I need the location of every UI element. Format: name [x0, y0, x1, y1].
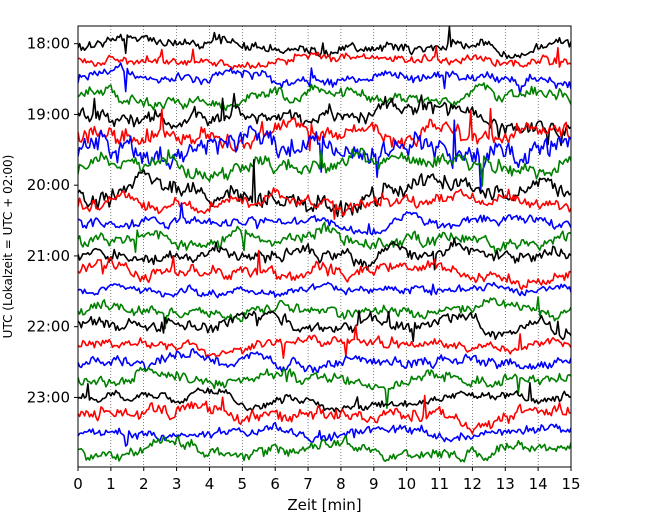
trace-10	[78, 202, 571, 236]
y-tick-label-2000: 20:00	[27, 176, 70, 194]
trace-23	[78, 434, 571, 463]
trace-15	[78, 296, 571, 330]
x-tick-label-10: 10	[397, 475, 416, 493]
y-tick-label-1800: 18:00	[27, 35, 70, 53]
trace-13	[78, 249, 571, 291]
trace-0	[78, 26, 571, 60]
trace-21	[78, 394, 571, 435]
y-tick-label-2200: 22:00	[27, 318, 70, 336]
y-tick-label-2100: 21:00	[27, 247, 70, 265]
y-tick-label-1900: 19:00	[27, 105, 70, 123]
x-tick-label-5: 5	[238, 475, 248, 493]
plot-frame	[77, 25, 572, 468]
x-axis-label: Zeit [min]	[287, 496, 361, 514]
trace-20	[78, 382, 571, 414]
trace-4	[78, 92, 571, 147]
x-tick-label-13: 13	[496, 475, 515, 493]
trace-19	[78, 366, 571, 409]
y-tick-label-2300: 23:00	[27, 388, 70, 406]
x-tick-label-8: 8	[336, 475, 346, 493]
x-tick-label-6: 6	[270, 475, 280, 493]
trace-9	[78, 187, 571, 220]
y-axis-ticks: 18:00 19:00 20:00 21:00 22:00 23:00	[27, 35, 78, 406]
trace-16	[78, 309, 571, 342]
x-tick-label-9: 9	[369, 475, 379, 493]
seismic-traces	[78, 26, 571, 463]
trace-2	[78, 62, 571, 95]
trace-3	[78, 82, 571, 112]
trace-1	[78, 46, 571, 70]
trace-17	[78, 324, 571, 359]
x-tick-label-3: 3	[172, 475, 182, 493]
trace-12	[78, 237, 571, 271]
trace-8	[78, 159, 571, 218]
trace-5	[78, 107, 571, 152]
y-axis-label: UTC (Lokalzeit = UTC + 02:00)	[1, 155, 15, 339]
x-tick-label-15: 15	[561, 475, 580, 493]
x-tick-label-11: 11	[430, 475, 449, 493]
trace-18	[78, 347, 571, 374]
x-tick-label-0: 0	[73, 475, 83, 493]
trace-7	[78, 147, 571, 187]
x-tick-label-14: 14	[529, 475, 548, 493]
x-tick-label-2: 2	[139, 475, 149, 493]
x-tick-label-4: 4	[205, 475, 215, 493]
x-tick-label-12: 12	[463, 475, 482, 493]
trace-22	[78, 421, 571, 447]
x-tick-label-1: 1	[106, 475, 116, 493]
trace-14	[78, 281, 571, 299]
trace-6	[78, 119, 571, 191]
trace-11	[78, 221, 571, 254]
x-tick-label-7: 7	[303, 475, 313, 493]
x-axis-ticks: 0 1 2 3 4 5 6 7 8 9 10 11 12 13 14 15	[73, 467, 581, 493]
